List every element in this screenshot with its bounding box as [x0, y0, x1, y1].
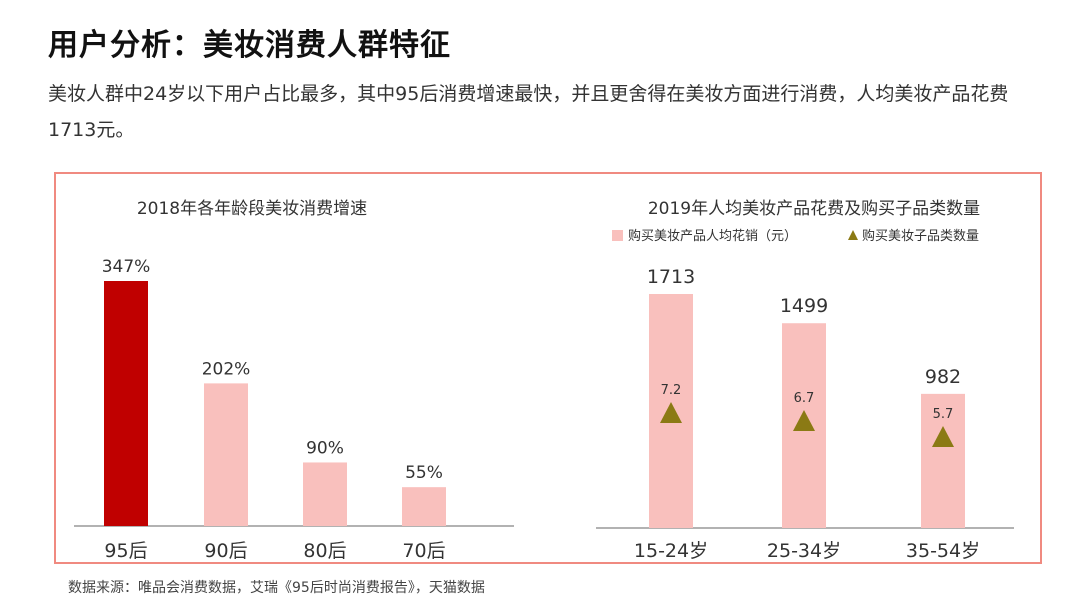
chart1-category-2: 80后 [303, 540, 346, 562]
chart1-value-label-1: 202% [202, 359, 251, 379]
charts-svg: 2018年各年龄段美妆消费增速 347% 95后 202% 90后 90% 80后 55% 70… [74, 199, 1014, 562]
chart2-count-label-2: 5.7 [933, 407, 954, 422]
chart2-count-label-0: 7.2 [661, 383, 682, 398]
chart2-legend-marker-label: 购买美妆子品类数量 [862, 228, 979, 244]
chart2-value-label-0: 1713 [647, 266, 695, 288]
chart2-triangle-marker-1 [793, 410, 815, 431]
summary-text: 美妆人群中24岁以下用户占比最多，其中95后消费增速最快，并且更舍得在美妆方面进… [48, 83, 1009, 141]
chart1-category-3: 70后 [402, 540, 445, 562]
chart2-legend-triangle-icon [848, 230, 858, 240]
chart2-triangle-marker-2 [932, 426, 954, 447]
chart-panel: 2018年各年龄段美妆消费增速 347% 95后 202% 90后 90% 80后 55% 70… [54, 172, 1042, 564]
chart1-value-label-2: 90% [306, 438, 344, 458]
chart2-value-label-1: 1499 [780, 295, 828, 317]
chart2-category-2: 35-54岁 [906, 540, 980, 562]
chart2-legend-bar-label: 购买美妆产品人均花销（元） [628, 228, 797, 244]
chart1-category-0: 95后 [104, 540, 147, 562]
chart2-bar-2 [921, 393, 965, 528]
chart1-value-label-3: 55% [405, 463, 443, 483]
chart1-bar-2 [303, 462, 347, 526]
chart2-count-label-1: 6.7 [794, 391, 815, 406]
chart1-bar-3 [402, 487, 446, 526]
chart1-bar-1 [204, 383, 248, 526]
source-note: 数据来源：唯品会消费数据，艾瑞《95后时尚消费报告》，天猫数据 [68, 580, 485, 596]
chart2-value-label-2: 982 [925, 366, 961, 388]
chart1-title: 2018年各年龄段美妆消费增速 [137, 199, 367, 219]
chart1-bar-0 [104, 281, 148, 526]
page-title: 用户分析：美妆消费人群特征 [48, 28, 451, 63]
chart2-legend-bar-swatch [612, 230, 623, 241]
chart1-category-1: 90后 [204, 540, 247, 562]
chart2-title: 2019年人均美妆产品花费及购买子品类数量 [648, 199, 980, 219]
chart2-category-0: 15-24岁 [634, 540, 708, 562]
chart2-category-1: 25-34岁 [767, 540, 841, 562]
chart2-triangle-marker-0 [660, 402, 682, 423]
chart1-value-label-0: 347% [102, 257, 151, 277]
